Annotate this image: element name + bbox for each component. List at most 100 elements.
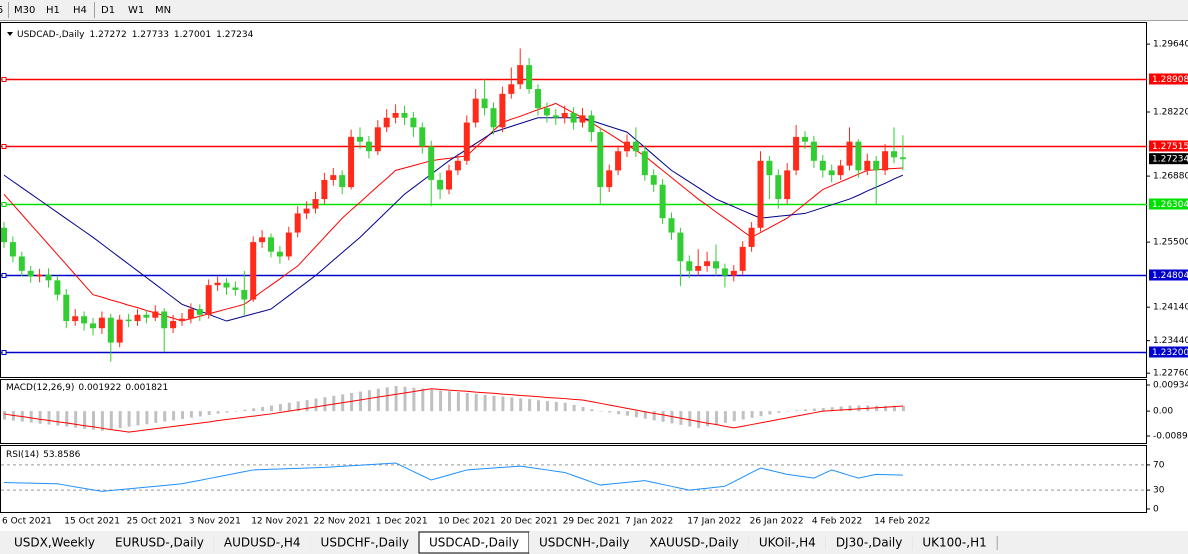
candle-body (597, 132, 604, 188)
macd-bar (145, 411, 149, 425)
candle-body (365, 141, 372, 152)
tab[interactable]: UK100-,H1 (912, 532, 998, 553)
timeframe-button[interactable]: H4 (73, 5, 87, 16)
macd-bar (127, 411, 131, 427)
x-tick-label: 26 Jan 2022 (750, 517, 804, 527)
candle-body (606, 170, 613, 188)
tab[interactable]: XAUUSD-,Daily (639, 532, 750, 553)
tab-label[interactable]: USDCAD-,Daily (429, 536, 519, 550)
macd-bar (804, 409, 807, 412)
macd-bar (163, 411, 167, 422)
macd-bar (875, 405, 879, 412)
macd-bar (839, 406, 843, 412)
macd-bar (723, 411, 727, 423)
macd-bar (198, 411, 202, 417)
macd-bar (768, 411, 772, 415)
tab-bg (825, 532, 913, 553)
timeframe-button[interactable]: MN (155, 5, 171, 16)
level-marker (1, 202, 7, 207)
macd-bar (652, 411, 656, 421)
candle-body (490, 108, 497, 128)
tab-label[interactable]: USDCHF-,Daily (321, 536, 409, 550)
candle-body (27, 270, 34, 277)
candle-body (9, 242, 16, 257)
macd-bar (74, 411, 78, 428)
tab-label[interactable]: XAUUSD-,Daily (650, 536, 739, 550)
macd-bar (385, 387, 389, 412)
candle-body (170, 321, 177, 329)
macd-bar (359, 391, 362, 412)
tab-label[interactable]: USDX,Weekly (14, 536, 95, 550)
tab[interactable]: USDCNH-,Daily (528, 532, 641, 553)
macd-bar (777, 411, 781, 413)
tab-bg (310, 532, 419, 553)
candle-body (223, 282, 230, 288)
timeframe-button[interactable]: H1 (46, 5, 60, 16)
macd-bar (100, 411, 104, 431)
macd-bar (599, 411, 603, 412)
timeframe-button[interactable]: 5 (0, 5, 3, 16)
macd-bar (56, 411, 60, 426)
tab[interactable]: USDX,Weekly (4, 532, 106, 553)
macd-bar (394, 385, 398, 412)
macd-bar (376, 388, 380, 412)
timeframe-button[interactable]: D1 (101, 5, 115, 16)
candle-body (802, 136, 808, 142)
rsi-frame (0, 445, 1147, 513)
level-marker (1, 273, 7, 278)
macd-bar (65, 411, 69, 427)
candle-body (517, 65, 524, 85)
x-tick-label: 29 Dec 2021 (563, 517, 621, 527)
level-label: 1.28908 (1152, 75, 1188, 85)
candle-body (695, 266, 702, 271)
candle-body (259, 237, 266, 243)
timeframe-button[interactable]: M30 (14, 5, 35, 16)
x-tick-label: 20 Dec 2021 (500, 517, 558, 527)
tab[interactable]: AUDUSD-,H4 (213, 532, 312, 553)
ohlc-value: 1.27234 (216, 30, 253, 40)
candle-body (899, 157, 906, 160)
candle-body (624, 141, 630, 152)
macd-bar (608, 411, 612, 413)
tab-label[interactable]: UKOil-,H4 (759, 536, 816, 550)
macd-bar (821, 408, 825, 412)
candle-body (419, 127, 426, 147)
candle-body (615, 151, 622, 171)
macd-bar (439, 390, 443, 412)
tab-label[interactable]: UK100-,H1 (922, 536, 986, 550)
candle-body (748, 227, 755, 247)
current-price: 1.27234 (1152, 155, 1188, 165)
candle-body (1, 227, 7, 243)
tab[interactable]: DJ30-,Daily (825, 532, 914, 553)
tab[interactable]: USDCHF-,Daily (310, 532, 420, 553)
macd-bar (786, 411, 790, 412)
candle-body (454, 160, 461, 171)
macd-bar (367, 390, 371, 412)
candle-body (864, 160, 871, 171)
macd-bar (172, 411, 176, 421)
macd-bar (332, 395, 336, 412)
candle-body (721, 268, 728, 276)
tab-label[interactable]: USDCNH-,Daily (539, 536, 630, 550)
candle-body (713, 261, 719, 269)
tab[interactable]: USDCAD-,Daily (418, 531, 530, 554)
candle-body (561, 112, 568, 118)
candle-body (579, 115, 586, 123)
x-tick-label: 17 Jan 2022 (687, 517, 741, 527)
macd-bar (492, 395, 496, 412)
candle-body (161, 311, 168, 329)
candle-body (810, 141, 817, 161)
candle-body (374, 127, 381, 152)
timeframe-button[interactable]: W1 (128, 5, 144, 16)
tab-label[interactable]: AUDUSD-,H4 (224, 536, 301, 550)
tab[interactable]: UKOil-,H4 (748, 532, 827, 553)
candle-body (98, 317, 105, 329)
tab-bg (912, 532, 997, 553)
tab-label[interactable]: DJ30-,Daily (836, 536, 903, 550)
tab-label[interactable]: EURUSD-,Daily (115, 536, 204, 550)
candle-body (54, 280, 61, 295)
macd-bar (430, 389, 434, 412)
y-tick-label: 1.29640 (1153, 40, 1188, 50)
candle-body (766, 160, 773, 176)
tab[interactable]: EURUSD-,Daily (105, 532, 215, 553)
